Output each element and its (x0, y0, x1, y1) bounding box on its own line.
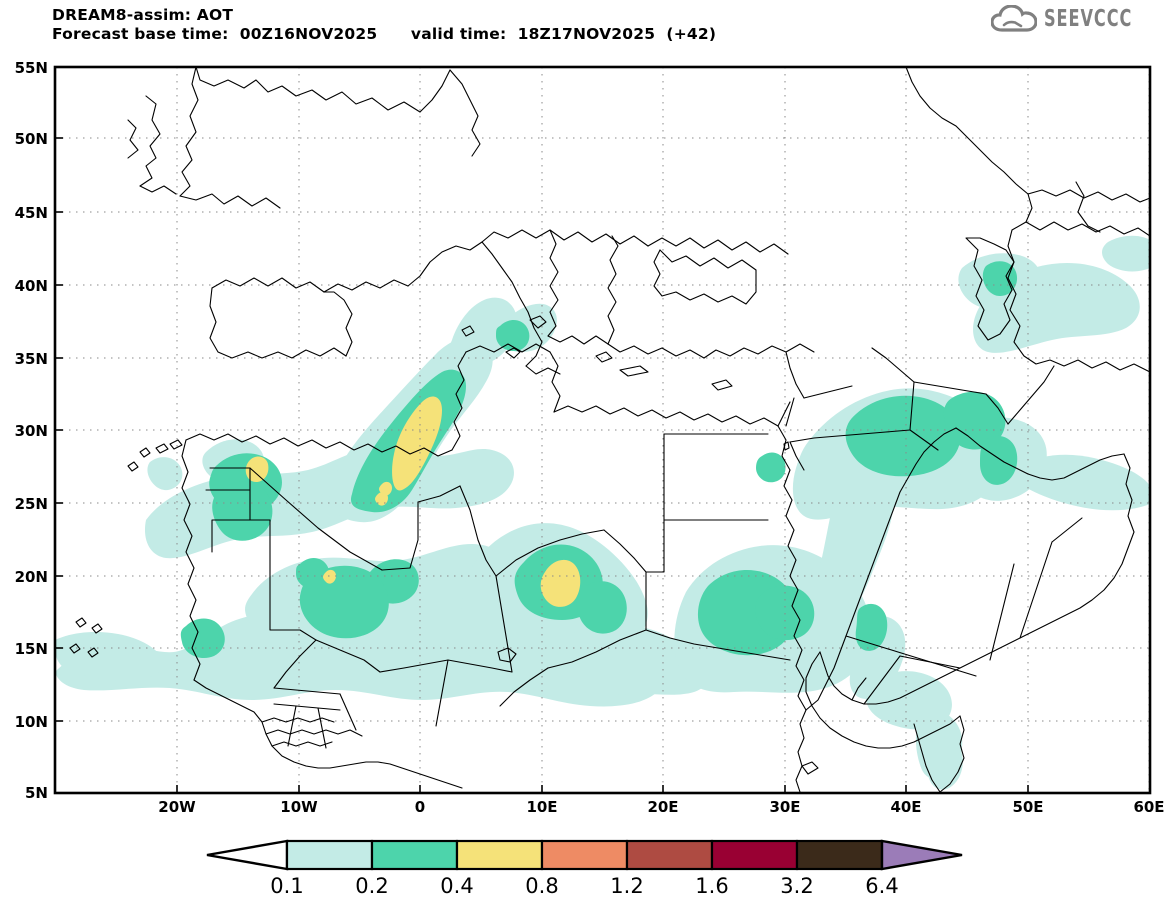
colorbar-under-arrow (206, 839, 289, 871)
y-tick-4: 35N (15, 350, 48, 368)
colorbar-label-6: 3.2 (780, 874, 813, 898)
y-axis-labels: 55N 50N 45N 40N 35N 30N 25N 20N 15N 10N … (15, 59, 48, 802)
cloud-icon (990, 5, 1037, 32)
colorbar-band-5 (710, 839, 799, 871)
x-tick-3: 10E (526, 798, 557, 816)
chart-title: DREAM8-assim: AOT (52, 6, 234, 24)
x-tick-2: 0 (415, 798, 425, 816)
y-tick-7: 20N (15, 568, 48, 586)
x-tick-4: 20E (647, 798, 678, 816)
aot-band-0.4 (245, 396, 581, 607)
x-tick-6: 40E (890, 798, 921, 816)
y-tick-0: 55N (15, 59, 48, 77)
y-tick-5: 30N (15, 422, 48, 440)
y-tick-8: 15N (15, 640, 48, 658)
colorbar-band-3 (540, 839, 629, 871)
y-tick-10: 5N (25, 784, 48, 802)
y-tick-1: 50N (15, 130, 48, 148)
y-tick-2: 45N (15, 204, 48, 222)
x-tick-8: 60E (1133, 798, 1164, 816)
colorbar-band-6 (795, 839, 884, 871)
x-axis-labels: 20W 10W 0 10E 20E 30E 40E 50E 60E (158, 798, 1164, 816)
y-tick-3: 40N (15, 277, 48, 295)
x-tick-7: 50E (1012, 798, 1043, 816)
colorbar-band-4 (625, 839, 714, 871)
seevccc-logo: SEEVCCC (990, 5, 1157, 32)
colorbar: 0.1 0.2 0.4 0.8 1.2 1.6 3.2 6.4 (206, 839, 963, 898)
y-tick-9: 10N (15, 713, 48, 731)
chart-header: DREAM8-assim: AOT Forecast base time: 00… (52, 6, 716, 44)
aot-contour-layer (55, 235, 1150, 790)
colorbar-band-1 (370, 839, 459, 871)
x-tick-0: 20W (158, 798, 196, 816)
chart-subtitle: Forecast base time: 00Z16NOV2025 valid t… (52, 25, 717, 43)
colorbar-label-4: 1.2 (610, 874, 643, 898)
colorbar-label-5: 1.6 (695, 874, 728, 898)
x-tick-5: 30E (769, 798, 800, 816)
colorbar-label-7: 6.4 (865, 874, 898, 898)
y-tick-6: 25N (15, 495, 48, 513)
x-tick-1: 10W (280, 798, 318, 816)
colorbar-band-2 (455, 839, 544, 871)
colorbar-label-3: 0.8 (525, 874, 558, 898)
colorbar-label-2: 0.4 (440, 874, 473, 898)
colorbar-band-0 (285, 839, 374, 871)
colorbar-label-1: 0.2 (355, 874, 388, 898)
coastline-layer (69, 67, 1150, 793)
colorbar-over-arrow (880, 839, 963, 871)
colorbar-label-0: 0.1 (270, 874, 303, 898)
logo-text: SEEVCCC (1043, 5, 1133, 32)
axis-ticks (55, 66, 1029, 794)
